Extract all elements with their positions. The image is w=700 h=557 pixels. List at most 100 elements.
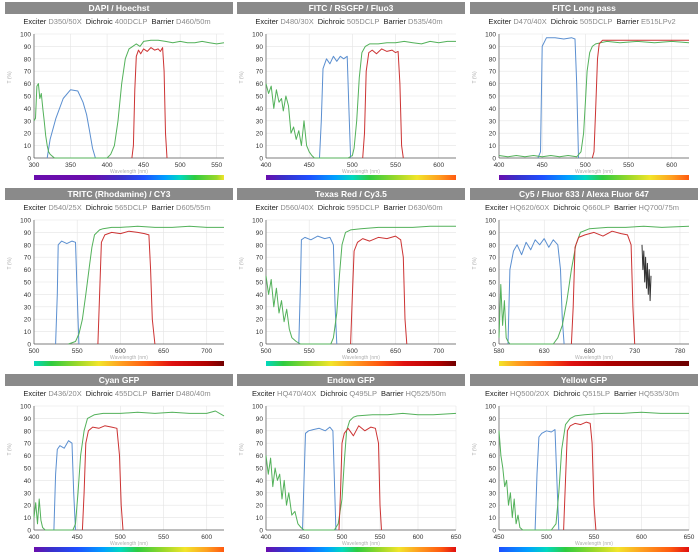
x-tick-label: 400 [494, 162, 505, 169]
y-axis-label: T (%) [239, 443, 245, 455]
dichroic-spec-value: 595DCLP [346, 203, 380, 212]
transmission-curve [350, 235, 408, 345]
filter-specs: Exciter HQ470/40X Dichroic Q495LP Barrier … [237, 388, 465, 400]
y-tick-label: 60 [256, 453, 264, 460]
transmission-curve [338, 425, 382, 531]
dichroic-spec-value: Q660LP [582, 203, 610, 212]
y-tick-label: 0 [492, 528, 496, 535]
x-tick-label: 550 [375, 534, 386, 541]
x-tick-label: 350 [65, 162, 76, 169]
transmission-curve [319, 55, 352, 159]
dichroic-spec-value: 505DCLP [346, 17, 380, 26]
x-tick-label: 500 [115, 534, 126, 541]
exciter-spec-value: D350/50X [48, 17, 82, 26]
y-tick-label: 10 [24, 329, 32, 336]
transmission-curve [33, 39, 225, 159]
transmission-curve [302, 426, 337, 531]
transmission-curve [265, 412, 457, 531]
x-tick-label: 600 [666, 162, 677, 169]
y-tick-label: 90 [489, 416, 497, 423]
chart-title: Cyan GFP [5, 374, 233, 386]
y-tick-label: 80 [256, 242, 264, 249]
x-tick-label: 600 [115, 348, 126, 355]
transmission-curve [265, 40, 456, 159]
x-tick-label: 550 [304, 348, 315, 355]
transmission-curve [298, 235, 338, 345]
chart-title: Texas Red / Cy3.5 [237, 188, 465, 200]
y-tick-label: 60 [256, 267, 264, 274]
y-tick-label: 70 [489, 255, 497, 262]
x-tick-label: 780 [675, 348, 686, 355]
exciter-spec-label: Exciter [485, 203, 511, 212]
dichroic-spec-label: Dichroic [550, 17, 580, 26]
x-tick-label: 400 [261, 534, 272, 541]
exciter-spec-label: Exciter [488, 17, 514, 26]
y-tick-label: 30 [24, 304, 32, 311]
spectrum-plot: 0 10 20 30 40 50 60 70 80 90 100 400 450 500 550 600 650… [239, 404, 462, 552]
y-tick-label: 10 [24, 515, 32, 522]
spectrum-plot: 0 10 20 30 40 50 60 70 80 90 100 400 450 500 550 600 T (… [472, 32, 690, 180]
x-axis-label: Wavelength (nm) [342, 355, 380, 361]
x-tick-label: 400 [261, 162, 272, 169]
x-tick-label: 550 [158, 534, 169, 541]
transmission-curve [563, 421, 597, 531]
barrier-spec-value: E515LPv2 [641, 17, 676, 26]
chart-title: FITC / RSGFP / Fluo3 [237, 2, 465, 14]
x-tick-label: 580 [494, 348, 505, 355]
transmission-curve [507, 238, 565, 345]
y-tick-label: 40 [24, 292, 32, 299]
transmission-curve [97, 230, 156, 345]
y-tick-label: 10 [489, 515, 497, 522]
y-tick-label: 20 [489, 131, 497, 138]
x-tick-label: 550 [589, 534, 600, 541]
y-axis-label: T (%) [7, 71, 13, 83]
transmission-curve [534, 429, 560, 531]
wavelength-color-bar [499, 175, 689, 180]
y-tick-label: 90 [489, 44, 497, 51]
y-tick-label: 90 [489, 230, 497, 237]
chart-title: Cy5 / Fluor 633 / Alexa Fluor 647 [470, 188, 698, 200]
exciter-spec-value: D560/40X [280, 203, 314, 212]
y-tick-label: 40 [256, 292, 264, 299]
exciter-spec-label: Exciter [255, 203, 281, 212]
exciter-spec-value: D436/20X [48, 389, 82, 398]
barrier-spec-label: Barrier [151, 17, 177, 26]
y-tick-label: 40 [24, 106, 32, 113]
wavelength-color-bar [266, 547, 456, 552]
y-tick-label: 50 [256, 280, 264, 287]
chart-panel: Cyan GFP Exciter D436/20X Dichroic 455DCLP… [5, 374, 233, 554]
x-tick-label: 400 [29, 534, 40, 541]
x-tick-label: 450 [304, 162, 315, 169]
y-tick-label: 30 [256, 118, 264, 125]
chart-title: TRITC (Rhodamine) / CY3 [5, 188, 233, 200]
x-axis-label: Wavelength (nm) [575, 355, 613, 361]
x-tick-label: 700 [201, 348, 212, 355]
chart-title: FITC Long pass [470, 2, 698, 14]
filter-specs: Exciter D470/40X Dichroic 505DCLP Barrier … [470, 16, 698, 28]
wavelength-color-bar [34, 175, 224, 180]
x-tick-label: 550 [390, 162, 401, 169]
y-tick-label: 70 [24, 69, 32, 76]
spectrum-plot: 0 10 20 30 40 50 60 70 80 90 100 500 550 600 650 700 T (… [7, 218, 224, 366]
y-tick-label: 20 [256, 131, 264, 138]
x-tick-label: 650 [390, 348, 401, 355]
chart-panel: Cy5 / Fluor 633 / Alexa Fluor 647 Exciter… [470, 188, 698, 368]
y-tick-label: 50 [24, 94, 32, 101]
y-tick-label: 50 [24, 466, 32, 473]
y-tick-label: 70 [489, 441, 497, 448]
y-tick-label: 40 [489, 106, 497, 113]
y-tick-label: 70 [24, 255, 32, 262]
barrier-spec-label: Barrier [151, 389, 177, 398]
barrier-spec-label: Barrier [616, 17, 642, 26]
y-tick-label: 100 [485, 404, 496, 411]
chart-panel: Texas Red / Cy3.5 Exciter D560/40X Dichroi… [237, 188, 465, 368]
y-axis-label: T (%) [472, 443, 478, 455]
y-tick-label: 0 [259, 342, 263, 349]
exciter-spec-value: D480/30X [280, 17, 314, 26]
y-tick-label: 20 [24, 131, 32, 138]
barrier-spec-label: Barrier [151, 203, 177, 212]
y-axis-label: T (%) [239, 257, 245, 269]
chart-title: DAPI / Hoechst [5, 2, 233, 14]
dichroic-spec-label: Dichroic [317, 17, 347, 26]
